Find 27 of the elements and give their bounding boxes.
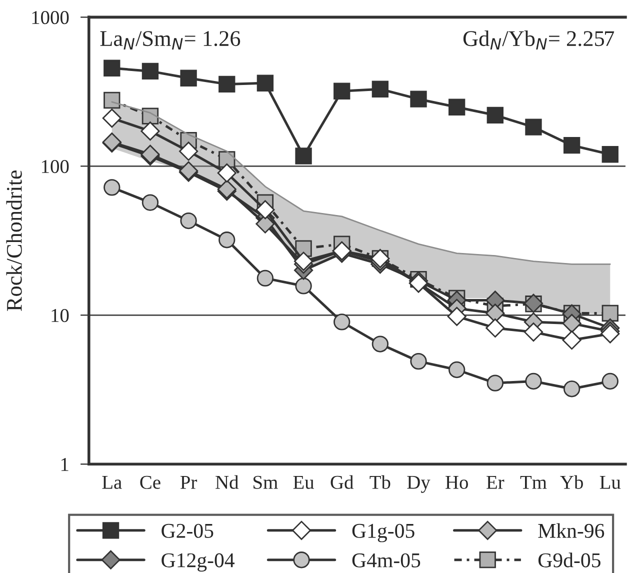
- x-tick-label: Yb: [560, 475, 583, 489]
- x-tick-label: Pr: [180, 476, 198, 489]
- x-tick-label: Ce: [140, 476, 160, 489]
- legend-label: G2-05: [162, 524, 214, 538]
- y-tick-label: 1: [61, 458, 68, 471]
- x-tick-label: Eu: [293, 476, 314, 489]
- x-tick-label: Dy: [407, 476, 430, 493]
- legend-label: G12g-04: [162, 553, 235, 572]
- y-tick-label: 10: [52, 308, 69, 322]
- y-tick-label: 100: [42, 160, 69, 174]
- y-tick-label: 1000: [32, 11, 69, 24]
- x-tick-label: Gd: [330, 475, 354, 489]
- x-tick-label: Ho: [446, 476, 468, 489]
- x-tick-label: Tb: [370, 475, 390, 489]
- annotation: La$_{N}$/Sm$_{N}$= 1.26: [100, 31, 240, 50]
- legend-label: Mkn-96: [538, 523, 604, 538]
- x-tick-label: Lu: [600, 476, 621, 489]
- x-tick-label: Er: [486, 476, 504, 489]
- legend-label: G1g-05: [352, 524, 414, 542]
- x-tick-label: Tm: [520, 476, 547, 489]
- legend-label: G4m-05: [352, 553, 420, 568]
- x-tick-label: Sm: [254, 476, 278, 489]
- annotation: Gd$_{N}$/Yb$_{N}$= 2.257: [463, 30, 614, 50]
- legend-label: G9d-05: [538, 552, 600, 568]
- y-axis-title: Rock/Chondrite: [6, 170, 22, 311]
- x-tick-label: Nd: [216, 475, 239, 489]
- x-tick-label: La: [102, 476, 122, 489]
